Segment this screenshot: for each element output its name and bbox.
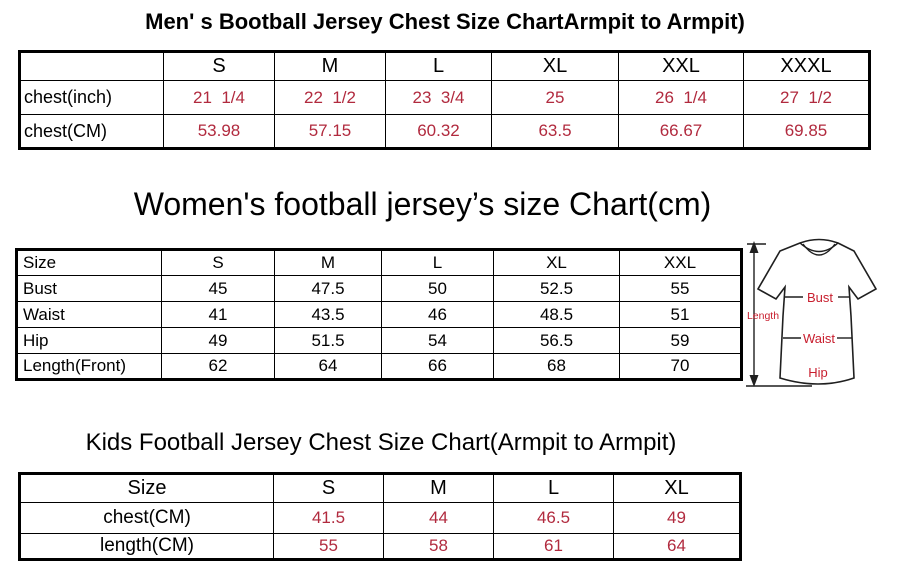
table-row: chest(CM) 53.98 57.15 60.32 63.5 66.67 6… [19, 114, 870, 149]
value-cell: 25 [491, 80, 619, 115]
men-chart-title: Men' s Bootball Jersey Chest Size ChartA… [145, 9, 745, 34]
value-cell: 64 [274, 353, 382, 380]
kids-chart-title: Kids Football Jersey Chest Size Chart(Ar… [85, 429, 677, 456]
bust-label: Bust [807, 290, 833, 305]
value-cell: 56.5 [493, 327, 620, 354]
length-arrow-icon [746, 241, 812, 387]
value-cell: 57.15 [274, 114, 386, 149]
kids-size-table: Size S M L XL chest(CM) 41.5 44 46.5 49 … [18, 472, 742, 561]
header-cell: M [383, 473, 494, 503]
row-label: Length(Front) [16, 353, 162, 380]
waist-label: Waist [803, 331, 835, 346]
header-cell: XL [493, 249, 620, 276]
header-cell: L [381, 249, 494, 276]
value-cell: 68 [493, 353, 620, 380]
header-cell: S [161, 249, 275, 276]
value-cell: 66 [381, 353, 494, 380]
hip-label: Hip [808, 365, 828, 380]
header-cell-size: Size [16, 249, 162, 276]
row-label: length(CM) [19, 533, 274, 560]
table-row: Bust 45 47.5 50 52.5 55 [16, 275, 742, 302]
value-cell: 52.5 [493, 275, 620, 302]
header-cell: XXXL [743, 51, 870, 81]
value-cell: 58 [383, 533, 494, 560]
value-cell: 45 [161, 275, 275, 302]
header-cell: XXL [618, 51, 744, 81]
value-cell: 23 3/4 [385, 80, 492, 115]
row-label: chest(CM) [19, 502, 274, 534]
value-cell: 59 [619, 327, 742, 354]
tshirt-measurement-diagram: Bust Waist Hip Length [742, 236, 901, 390]
value-cell: 22 1/2 [274, 80, 386, 115]
header-cell: XXL [619, 249, 742, 276]
value-cell: 41 [161, 301, 275, 328]
length-label: Length [747, 310, 779, 322]
women-chart-title: Women's football jersey’s size Chart(cm) [133, 186, 712, 222]
value-cell: 21 1/4 [163, 80, 275, 115]
table-header-row: Size S M L XL [19, 473, 741, 503]
header-cell: XL [613, 473, 741, 503]
header-cell-blank [19, 51, 164, 81]
value-cell: 26 1/4 [618, 80, 744, 115]
value-cell: 64 [613, 533, 741, 560]
value-cell: 66.67 [618, 114, 744, 149]
value-cell: 54 [381, 327, 494, 354]
value-cell: 43.5 [274, 301, 382, 328]
header-cell: XL [491, 51, 619, 81]
row-label: chest(CM) [19, 114, 164, 149]
row-label: Waist [16, 301, 162, 328]
value-cell: 55 [273, 533, 384, 560]
table-row: length(CM) 55 58 61 64 [19, 533, 741, 560]
value-cell: 47.5 [274, 275, 382, 302]
value-cell: 63.5 [491, 114, 619, 149]
value-cell: 46.5 [493, 502, 614, 534]
header-cell: M [274, 249, 382, 276]
value-cell: 62 [161, 353, 275, 380]
value-cell: 55 [619, 275, 742, 302]
value-cell: 48.5 [493, 301, 620, 328]
value-cell: 46 [381, 301, 494, 328]
table-row: chest(CM) 41.5 44 46.5 49 [19, 502, 741, 534]
header-cell-size: Size [19, 473, 274, 503]
value-cell: 49 [161, 327, 275, 354]
value-cell: 51.5 [274, 327, 382, 354]
men-size-table: S M L XL XXL XXXL chest(inch) 21 1/4 22 … [18, 50, 871, 150]
header-cell: L [385, 51, 492, 81]
table-row: Waist 41 43.5 46 48.5 51 [16, 301, 742, 328]
tshirt-outline-icon [756, 238, 878, 385]
value-cell: 44 [383, 502, 494, 534]
value-cell: 51 [619, 301, 742, 328]
table-row: Length(Front) 62 64 66 68 70 [16, 353, 742, 380]
table-row: Hip 49 51.5 54 56.5 59 [16, 327, 742, 354]
header-cell: M [274, 51, 386, 81]
row-label: Hip [16, 327, 162, 354]
value-cell: 49 [613, 502, 741, 534]
value-cell: 27 1/2 [743, 80, 870, 115]
header-cell: L [493, 473, 614, 503]
header-cell: S [273, 473, 384, 503]
row-label: Bust [16, 275, 162, 302]
header-cell: S [163, 51, 275, 81]
row-label: chest(inch) [19, 80, 164, 115]
table-header-row: Size S M L XL XXL [16, 249, 742, 276]
value-cell: 53.98 [163, 114, 275, 149]
value-cell: 69.85 [743, 114, 870, 149]
value-cell: 41.5 [273, 502, 384, 534]
value-cell: 60.32 [385, 114, 492, 149]
table-header-row: S M L XL XXL XXXL [19, 51, 870, 81]
value-cell: 70 [619, 353, 742, 380]
value-cell: 61 [493, 533, 614, 560]
table-row: chest(inch) 21 1/4 22 1/2 23 3/4 25 26 1… [19, 80, 870, 115]
value-cell: 50 [381, 275, 494, 302]
women-size-table: Size S M L XL XXL Bust 45 47.5 50 52.5 5… [15, 248, 743, 381]
